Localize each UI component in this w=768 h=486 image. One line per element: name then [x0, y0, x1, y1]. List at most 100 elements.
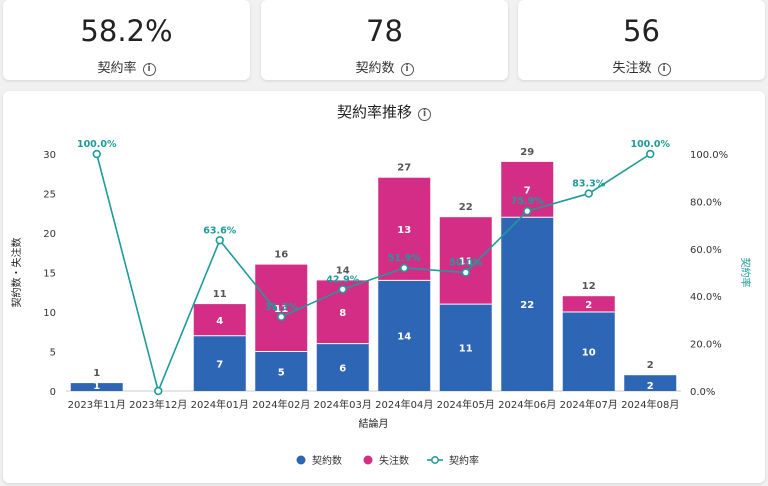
- x-tick-label: 2024年08月: [621, 398, 679, 411]
- bar-contract: [316, 343, 369, 391]
- rate-label: 31.3%: [265, 302, 298, 313]
- rate-point: [584, 189, 593, 198]
- segment-label-contract: 10: [582, 348, 596, 359]
- bar-contract: [624, 375, 677, 391]
- x-tick-label: 2024年05月: [437, 398, 495, 411]
- x-tick-label: 2024年04月: [375, 398, 433, 411]
- bar-contract: [255, 351, 308, 391]
- segment-label-lost: 11: [274, 304, 288, 315]
- rate-label: 63.6%: [203, 225, 236, 236]
- y-tick-label: 5: [50, 348, 56, 359]
- y-tick-label: 15: [43, 269, 56, 280]
- bar-lost: [439, 217, 492, 305]
- y2-tick-label: 80.0%: [690, 197, 722, 208]
- chart-svg: 0510152025300.0%20.0%40.0%60.0%80.0%100.…: [10, 139, 752, 467]
- legend-label-lost: 失注数: [379, 454, 409, 467]
- segment-label-contract: 22: [520, 300, 534, 311]
- kpi-value: 58.2%: [80, 14, 173, 48]
- rate-label: 75.9%: [511, 196, 544, 207]
- total-label: 1: [93, 368, 100, 379]
- x-tick-label: 2024年06月: [498, 398, 556, 411]
- rate-point: [277, 312, 286, 322]
- total-label: 27: [397, 163, 411, 174]
- segment-label-contract: 5: [278, 367, 285, 378]
- kpi-value: 56: [623, 14, 660, 48]
- bar-contract: [501, 217, 554, 391]
- kpi-label: 契約率: [97, 61, 137, 76]
- bar-contract: [70, 383, 123, 391]
- segment-label-contract: 11: [459, 344, 473, 355]
- y2-tick-label: 60.0%: [690, 245, 722, 256]
- legend-label-rate: 契約率: [449, 454, 479, 467]
- bar-contract: [193, 335, 246, 391]
- total-label: 29: [520, 147, 534, 158]
- total-label: 22: [459, 202, 473, 213]
- kpi-card-lost-count: 56 失注数 i: [518, 0, 765, 80]
- segment-label-lost: 8: [339, 308, 346, 319]
- x-tick-label: 2023年12月: [129, 398, 187, 411]
- rate-label: 100.0%: [630, 139, 670, 150]
- y-axis-label: 契約数・失注数: [10, 238, 23, 308]
- kpi-value: 78: [366, 14, 403, 48]
- info-icon[interactable]: i: [400, 63, 414, 76]
- segment-label-contract: 1: [93, 381, 100, 392]
- kpi-card-contract-count: 78 契約数 i: [261, 0, 508, 80]
- legend-marker-rate: [431, 456, 439, 464]
- rate-point: [154, 386, 163, 396]
- bar-lost: [193, 304, 246, 336]
- kpi-label: 失注数: [612, 61, 652, 76]
- segment-label-contract: 2: [647, 381, 654, 392]
- chart-panel: 契約率推移 i 0 5 10 15 20 25 30 0.0% 20.0% 40.0% 60.0% 80…: [3, 91, 765, 483]
- info-icon[interactable]: i: [657, 63, 671, 76]
- rate-point: [92, 149, 101, 159]
- bar-lost: [562, 296, 615, 312]
- total-label: 14: [336, 265, 350, 276]
- total-label: 16: [274, 250, 288, 261]
- rate-point: [523, 206, 532, 216]
- x-tick-label: 2024年03月: [314, 398, 372, 411]
- rate-line: [95, 153, 651, 394]
- total-label: 11: [213, 289, 227, 300]
- segment-label-contract: 14: [397, 332, 411, 343]
- segment-label-lost: 2: [585, 300, 592, 311]
- y-tick-label: 10: [43, 308, 56, 319]
- x-tick-label: 2024年01月: [191, 398, 249, 411]
- rate-point: [215, 236, 224, 245]
- legend-label-contract: 契約数: [312, 454, 342, 467]
- rate-label: 83.3%: [572, 179, 605, 190]
- rate-label: 50.0%: [449, 258, 482, 269]
- rate-label: 100.0%: [77, 139, 117, 150]
- segment-label-contract: 6: [339, 363, 346, 374]
- x-tick-label: 2024年02月: [252, 398, 310, 411]
- y-tick-label: 0: [50, 387, 56, 398]
- rate-point: [461, 268, 470, 277]
- legend-marker-contract: [296, 455, 306, 465]
- rate-label: 51.9%: [388, 253, 421, 264]
- bar-contract: [439, 304, 492, 391]
- chart-title: 契約率推移: [336, 103, 412, 121]
- bar-contract: [378, 280, 431, 391]
- y2-axis-label: 契約率: [739, 258, 752, 288]
- bar-contract: [562, 312, 615, 391]
- y2-tick-label: 20.0%: [690, 340, 722, 351]
- legend-marker-lost: [363, 455, 373, 465]
- segment-label-lost: 13: [397, 225, 411, 236]
- y-tick-label: 20: [43, 229, 56, 240]
- x-axis-label: 結論月: [359, 417, 389, 430]
- rate-point: [338, 285, 347, 294]
- bar-lost: [378, 177, 431, 281]
- x-tick-label: 2024年07月: [560, 398, 618, 411]
- info-icon[interactable]: i: [142, 63, 156, 76]
- rate-point: [646, 149, 655, 159]
- segment-label-lost: 11: [459, 257, 473, 268]
- kpi-card-contract-rate: 58.2% 契約率 i: [3, 0, 250, 80]
- y2-tick-label: 100.0%: [690, 150, 728, 161]
- segment-label-contract: 7: [216, 359, 223, 370]
- x-tick-label: 2023年11月: [68, 398, 126, 411]
- info-icon[interactable]: i: [418, 108, 431, 121]
- segment-label-lost: 4: [216, 316, 223, 327]
- y2-tick-label: 40.0%: [690, 292, 722, 303]
- y-tick-label: 25: [43, 190, 56, 201]
- rate-point: [400, 263, 409, 273]
- y2-tick-label: 0.0%: [690, 387, 715, 398]
